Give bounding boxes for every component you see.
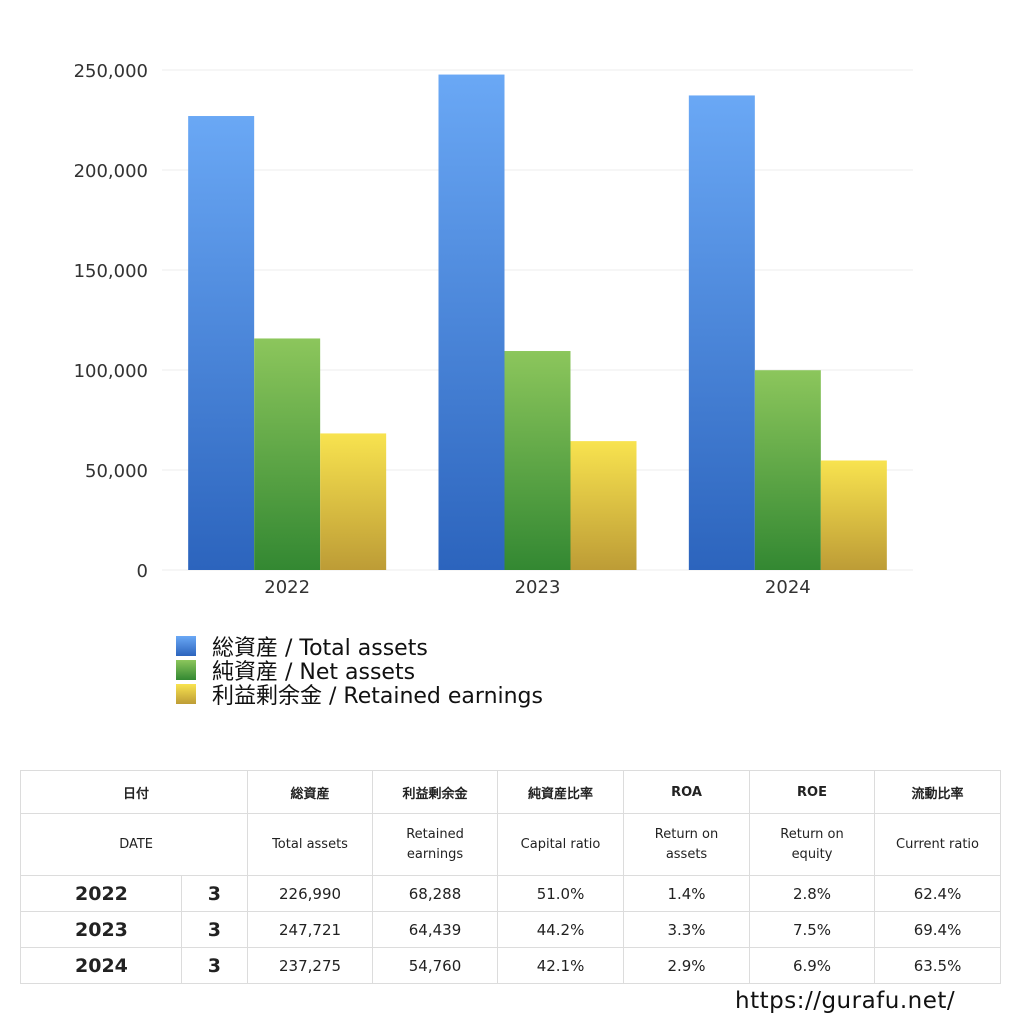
- row-retained: 54,760: [372, 947, 499, 984]
- header-retained-en-line1: Retained: [406, 826, 464, 842]
- row-month: 3: [180, 875, 249, 912]
- y-tick-label: 0: [137, 561, 148, 582]
- legend-label: 純資産 / Net assets: [212, 660, 416, 685]
- header-capital-jp: 純資産比率: [497, 770, 625, 814]
- row-month: 3: [180, 911, 249, 948]
- row-retained: 68,288: [372, 875, 499, 912]
- legend-swatch-retained-earnings: [176, 684, 196, 704]
- header-roa-jp: ROA: [623, 770, 751, 814]
- header-roe-en: Return on equity: [749, 813, 876, 876]
- x-axis-ticks: 2022 2023 2024: [264, 577, 810, 598]
- header-total-en: Total assets: [247, 813, 374, 876]
- table-header-jp: 日付 総資産 利益剰余金 純資産比率 ROA ROE 流動比率: [19, 770, 1002, 814]
- site-url-link[interactable]: https://gurafu.net/: [735, 988, 956, 1014]
- bar-2024-series-0: [688, 95, 755, 570]
- header-roe-en-line1: Return on: [780, 826, 844, 842]
- bar-2022-series-1: [254, 338, 321, 570]
- table-row: 2022 3 226,990 68,288 51.0% 1.4% 2.8% 62…: [20, 875, 1002, 912]
- legend-item-retained-earnings: 利益剰余金 / Retained earnings: [176, 682, 543, 709]
- header-retained-jp: 利益剰余金: [372, 770, 499, 814]
- row-year: 2022: [20, 875, 182, 912]
- header-roe-jp: ROE: [749, 770, 876, 814]
- table-row: 2024 3 237,275 54,760 42.1% 2.9% 6.9% 63…: [20, 947, 1002, 984]
- row-roa: 1.4%: [623, 875, 751, 912]
- row-capital: 44.2%: [497, 911, 625, 948]
- y-tick-label: 50,000: [85, 461, 148, 482]
- bar-2022-series-0: [188, 116, 255, 571]
- row-total: 237,275: [247, 947, 374, 984]
- table-row: 2023 3 247,721 64,439 44.2% 3.3% 7.5% 69…: [20, 911, 1002, 948]
- legend-item-net-assets: 純資産 / Net assets: [176, 658, 543, 685]
- row-roe: 2.8%: [749, 875, 876, 912]
- row-roe: 7.5%: [749, 911, 876, 948]
- header-current-jp: 流動比率: [874, 770, 1002, 814]
- legend-swatch-total-assets: [176, 636, 196, 656]
- header-roa-en-line2: assets: [665, 846, 708, 862]
- bars: [188, 74, 887, 571]
- y-tick-label: 100,000: [74, 361, 148, 382]
- row-year: 2023: [20, 911, 182, 948]
- row-current: 63.5%: [874, 947, 1002, 984]
- table-header-en: DATE Total assets Retained earnings Capit…: [19, 813, 1002, 876]
- x-tick-label: 2022: [264, 577, 310, 598]
- legend-swatch-net-assets: [176, 660, 196, 680]
- row-roe: 6.9%: [749, 947, 876, 984]
- x-tick-label: 2024: [765, 577, 811, 598]
- y-axis-ticks: 0 50,000 100,000 150,000 200,000 250,000: [74, 61, 148, 582]
- x-tick-label: 2023: [515, 577, 561, 598]
- row-current: 69.4%: [874, 911, 1002, 948]
- y-tick-label: 250,000: [74, 61, 148, 82]
- header-roa-en-line1: Return on: [654, 826, 719, 842]
- bar-2023-series-2: [570, 441, 637, 570]
- legend-label: 総資産 / Total assets: [212, 636, 428, 661]
- row-roa: 3.3%: [623, 911, 751, 948]
- row-total: 226,990: [247, 875, 374, 912]
- financial-table: 日付 総資産 利益剰余金 純資産比率 ROA ROE 流動比率 DATE Tot…: [19, 770, 1002, 984]
- header-date-en: DATE: [19, 813, 249, 876]
- row-retained: 64,439: [372, 911, 499, 948]
- header-roa-en: Return on assets: [623, 813, 751, 876]
- bar-2024-series-2: [820, 460, 887, 570]
- chart-legend: 総資産 / Total assets 純資産 / Net assets 利益剰余…: [176, 634, 543, 709]
- row-current: 62.4%: [874, 875, 1002, 912]
- row-year: 2024: [20, 947, 182, 984]
- header-current-en: Current ratio: [874, 813, 1002, 876]
- y-tick-label: 150,000: [74, 261, 148, 282]
- bar-chart: 0 50,000 100,000 150,000 200,000 250,000 2022…: [74, 61, 913, 598]
- row-capital: 51.0%: [497, 875, 625, 912]
- legend-label: 利益剰余金 / Retained earnings: [212, 684, 543, 709]
- bar-2023-series-0: [438, 74, 505, 571]
- row-month: 3: [180, 947, 249, 984]
- row-capital: 42.1%: [497, 947, 625, 984]
- row-total: 247,721: [247, 911, 374, 948]
- bar-2023-series-1: [504, 351, 571, 570]
- header-roe-en-line2: equity: [791, 846, 833, 862]
- header-retained-en-line2: earnings: [406, 846, 464, 862]
- y-tick-label: 200,000: [74, 161, 148, 182]
- row-roa: 2.9%: [623, 947, 751, 984]
- header-date-jp: 日付: [19, 770, 248, 814]
- header-total-jp: 総資産: [247, 770, 374, 814]
- legend-item-total-assets: 総資産 / Total assets: [176, 634, 543, 661]
- header-capital-en: Capital ratio: [497, 813, 625, 876]
- header-retained-en: Retained earnings: [372, 813, 499, 876]
- bar-2022-series-2: [320, 433, 387, 570]
- bar-2024-series-1: [754, 370, 821, 570]
